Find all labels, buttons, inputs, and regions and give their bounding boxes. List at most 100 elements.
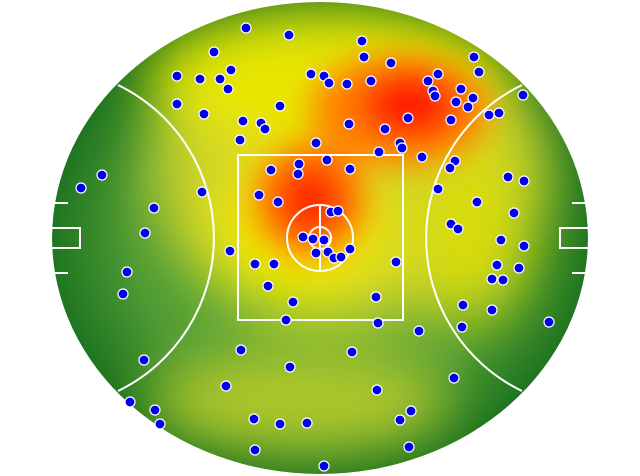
point — [508, 207, 520, 219]
point — [390, 256, 402, 268]
point — [139, 227, 151, 239]
point — [121, 266, 133, 278]
point — [148, 202, 160, 214]
point — [502, 171, 514, 183]
point — [75, 182, 87, 194]
point — [486, 273, 498, 285]
point — [321, 154, 333, 166]
point — [344, 163, 356, 175]
point — [518, 240, 530, 252]
point — [403, 441, 415, 453]
point — [268, 258, 280, 270]
point — [274, 418, 286, 430]
point — [171, 98, 183, 110]
point — [318, 234, 330, 246]
point — [513, 262, 525, 274]
point — [292, 168, 304, 180]
point — [491, 259, 503, 271]
point — [287, 296, 299, 308]
point — [222, 83, 234, 95]
point — [445, 114, 457, 126]
point — [471, 196, 483, 208]
point — [272, 196, 284, 208]
point — [224, 245, 236, 257]
point — [473, 66, 485, 78]
point — [402, 112, 414, 124]
point — [448, 372, 460, 384]
point — [208, 46, 220, 58]
point — [497, 274, 509, 286]
point — [432, 68, 444, 80]
point — [543, 316, 555, 328]
point — [249, 258, 261, 270]
point — [220, 380, 232, 392]
point — [370, 291, 382, 303]
point — [194, 73, 206, 85]
point — [396, 142, 408, 154]
point — [240, 22, 252, 34]
point — [335, 251, 347, 263]
point — [422, 75, 434, 87]
point — [259, 123, 271, 135]
point — [310, 247, 322, 259]
point — [196, 186, 208, 198]
point — [293, 158, 305, 170]
point — [457, 299, 469, 311]
point — [284, 361, 296, 373]
point — [518, 175, 530, 187]
point — [456, 321, 468, 333]
point — [429, 90, 441, 102]
point — [394, 414, 406, 426]
point — [214, 73, 226, 85]
point — [483, 109, 495, 121]
field-lines — [52, 84, 588, 392]
point — [344, 243, 356, 255]
point — [138, 354, 150, 366]
point — [171, 70, 183, 82]
point — [297, 231, 309, 243]
point — [307, 233, 319, 245]
point — [249, 444, 261, 456]
point — [452, 223, 464, 235]
point — [234, 134, 246, 146]
point — [373, 146, 385, 158]
point — [358, 51, 370, 63]
point — [385, 57, 397, 69]
point — [455, 83, 467, 95]
point — [305, 68, 317, 80]
point — [237, 115, 249, 127]
point — [262, 280, 274, 292]
point — [379, 123, 391, 135]
point — [468, 51, 480, 63]
point — [343, 118, 355, 130]
point — [198, 108, 210, 120]
point — [274, 100, 286, 112]
point — [365, 75, 377, 87]
point — [413, 325, 425, 337]
point — [450, 96, 462, 108]
point — [265, 164, 277, 176]
point — [96, 169, 108, 181]
point — [486, 304, 498, 316]
point — [280, 314, 292, 326]
point — [149, 404, 161, 416]
point — [416, 151, 428, 163]
point — [432, 183, 444, 195]
point — [248, 413, 260, 425]
point — [467, 92, 479, 104]
point — [310, 137, 322, 149]
point — [235, 344, 247, 356]
point — [253, 189, 265, 201]
point — [117, 288, 129, 300]
point — [495, 234, 507, 246]
point — [318, 460, 330, 472]
point — [124, 396, 136, 408]
point — [371, 384, 383, 396]
point — [301, 417, 313, 429]
point — [225, 64, 237, 76]
point — [341, 78, 353, 90]
point — [405, 405, 417, 417]
point — [323, 77, 335, 89]
